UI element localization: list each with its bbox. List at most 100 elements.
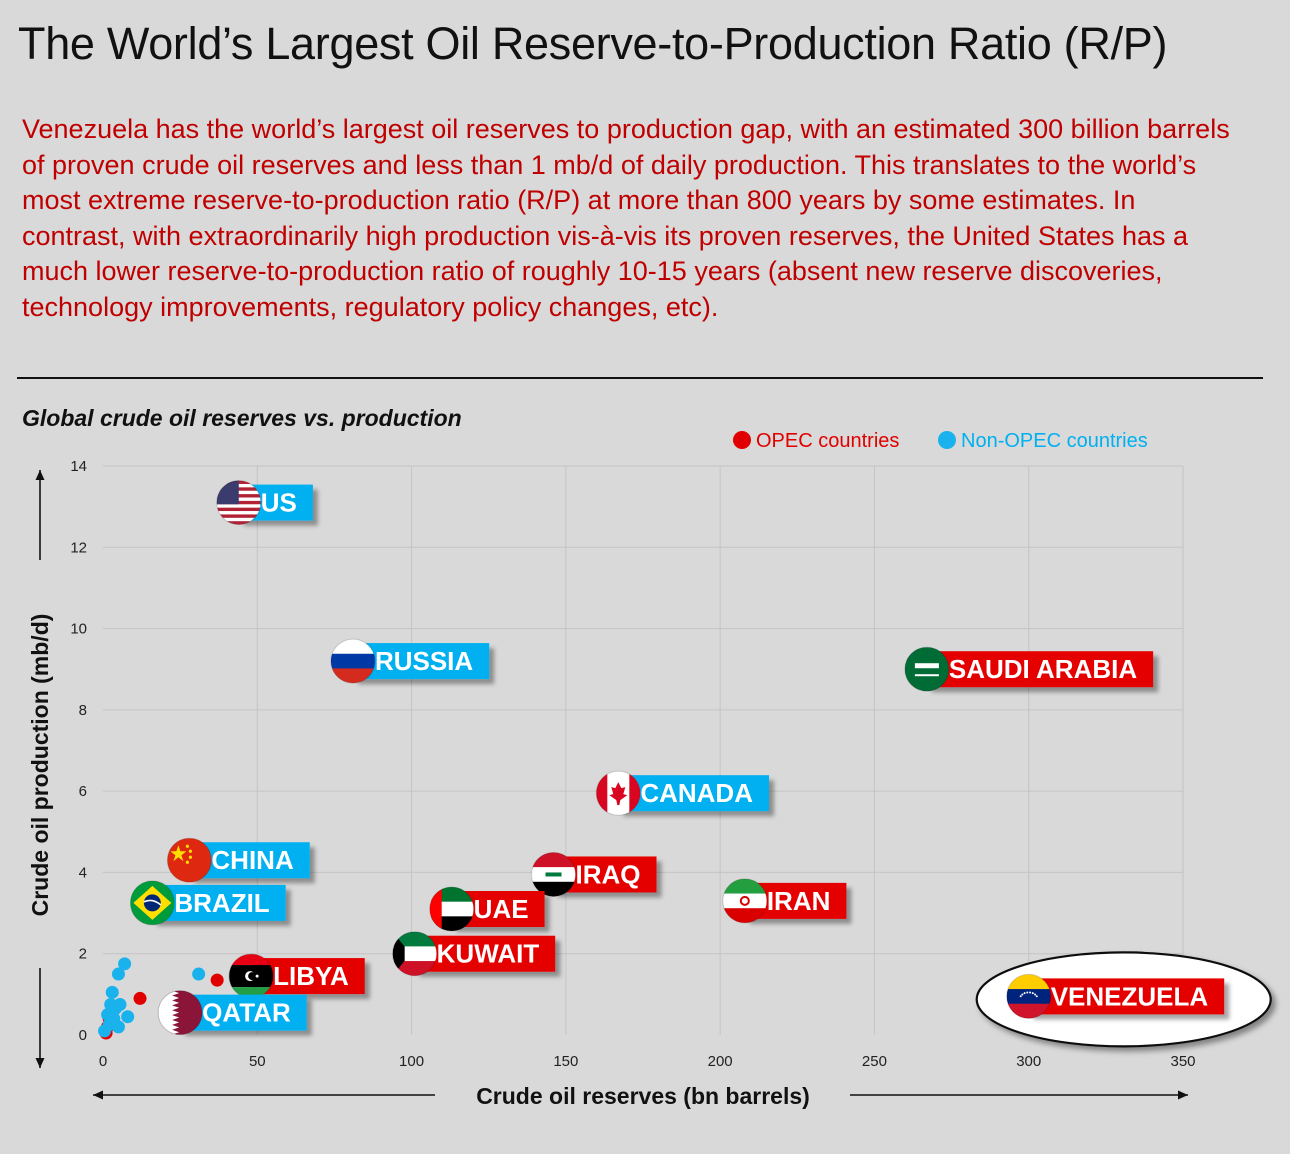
data-point-small xyxy=(121,1010,135,1024)
labeled-point: KUWAIT xyxy=(392,931,556,977)
x-axis-title: Crude oil reserves (bn barrels) xyxy=(476,1083,810,1109)
x-arrow-left xyxy=(93,1090,435,1100)
flag-stripe xyxy=(216,504,261,509)
point-label-box xyxy=(352,643,490,680)
iraq-flag-clip xyxy=(531,852,576,897)
x-tick-label: 50 xyxy=(249,1053,266,1070)
flag-outline xyxy=(166,837,212,883)
flag-outline xyxy=(1006,973,1052,1019)
flag-stripe xyxy=(1006,974,1051,990)
data-point-small xyxy=(105,985,119,999)
flag-stripe xyxy=(330,639,375,655)
legend-marker-opec xyxy=(733,431,751,449)
flag-small-star xyxy=(188,855,192,859)
flag-stripe xyxy=(229,987,274,999)
flag-small-star xyxy=(185,860,189,864)
labeled-point: RUSSIA xyxy=(330,638,490,684)
y-tick-label: 6 xyxy=(79,783,87,800)
legend-label-opec: OPEC countries xyxy=(756,430,900,452)
intro-paragraph: Venezuela has the world’s largest oil re… xyxy=(22,114,1230,322)
legend-item-opec: OPEC countries xyxy=(733,430,899,453)
flag-small-star xyxy=(185,844,189,848)
point-label: VENEZUELA xyxy=(1051,981,1209,1011)
x-tick-label: 250 xyxy=(862,1053,887,1070)
flag-small-star xyxy=(188,849,192,853)
flag-star xyxy=(1034,993,1037,996)
flag-outline xyxy=(157,990,203,1036)
flag-outline xyxy=(129,880,175,926)
divider xyxy=(17,377,1263,379)
libya-flag-icon xyxy=(228,953,274,999)
labeled-point: IRAQ xyxy=(531,851,657,897)
point-label: IRAQ xyxy=(576,859,641,889)
labeled-point: QATAR xyxy=(157,990,307,1036)
y-tick-label: 2 xyxy=(79,946,87,963)
venezuela-flag-icon xyxy=(1006,973,1052,1019)
x-arrow-right xyxy=(850,1090,1188,1100)
us-flag-icon xyxy=(216,480,262,526)
flag-star xyxy=(1019,995,1022,998)
data-point-small xyxy=(98,1024,112,1038)
data-point-small xyxy=(210,973,224,987)
point-label-box xyxy=(926,651,1154,688)
qatar-flag-icon xyxy=(157,990,203,1036)
point-label: RUSSIA xyxy=(375,646,473,676)
y-arrow-down xyxy=(35,968,45,1068)
legend-label-nonopec: Non-OPEC countries xyxy=(961,430,1148,452)
flag-stripe xyxy=(722,908,767,923)
flag-stripe xyxy=(216,517,261,522)
labeled-point: SAUDI ARABIA xyxy=(904,646,1154,692)
flag-leaf xyxy=(609,782,628,806)
brazil-flag-clip xyxy=(130,880,175,925)
flag-stripe xyxy=(1006,989,1051,1005)
point-label-box xyxy=(618,775,769,812)
y-tick-label: 0 xyxy=(79,1027,87,1044)
uae-flag-icon xyxy=(429,886,475,932)
flag-sword xyxy=(914,674,939,677)
y-axis-title: Crude oil production (mb/d) xyxy=(27,614,53,917)
flag-outline xyxy=(531,851,577,897)
point-label: SAUDI ARABIA xyxy=(949,654,1137,684)
flag-outline xyxy=(904,646,950,692)
canada-flag-clip xyxy=(596,771,641,816)
point-label-box xyxy=(414,935,556,972)
y-arrow-down-head xyxy=(35,1058,45,1068)
flag-script xyxy=(545,872,562,877)
labeled-point: VENEZUELA xyxy=(1006,973,1225,1019)
flag-stripe xyxy=(722,878,767,895)
page-title: The World’s Largest Oil Reserve-to-Produ… xyxy=(18,18,1168,69)
iran-flag-clip xyxy=(722,878,767,923)
flag-outline xyxy=(429,886,475,932)
point-label-box xyxy=(152,884,286,921)
china-flag-icon xyxy=(166,837,212,883)
libya-flag-clip xyxy=(229,954,274,999)
kuwait-flag-icon xyxy=(392,931,438,977)
y-tick-label: 14 xyxy=(70,458,87,475)
x-tick-label: 200 xyxy=(708,1053,733,1070)
us-flag-clip xyxy=(216,480,261,525)
flag-stripe xyxy=(330,653,375,669)
x-arrow-left-head xyxy=(93,1090,103,1100)
flag-outline xyxy=(392,931,438,977)
x-tick-label: 350 xyxy=(1170,1053,1195,1070)
y-tick-label: 4 xyxy=(79,864,87,881)
data-point-small xyxy=(113,998,127,1012)
flag-band xyxy=(143,899,162,906)
point-label: CHINA xyxy=(211,845,294,875)
saudi-arabia-flag-clip xyxy=(904,647,949,692)
flag-star xyxy=(170,845,187,862)
legend-marker-nonopec xyxy=(938,431,956,449)
x-tick-label: 0 xyxy=(99,1053,107,1070)
point-label: UAE xyxy=(474,894,529,924)
labeled-point: US xyxy=(216,480,313,526)
flag-star xyxy=(1021,993,1024,996)
legend-item-nonopec: Non-OPEC countries xyxy=(938,430,1148,453)
flag-stripe xyxy=(216,521,261,525)
y-arrow-up-head xyxy=(35,470,45,480)
point-label: KUWAIT xyxy=(437,939,540,969)
flag-stripe xyxy=(1006,1003,1051,1019)
flag-star xyxy=(1026,991,1029,994)
labeled-point: IRAN xyxy=(722,878,847,924)
point-label-box xyxy=(1028,978,1225,1015)
labeled-point: UAE xyxy=(429,886,545,932)
